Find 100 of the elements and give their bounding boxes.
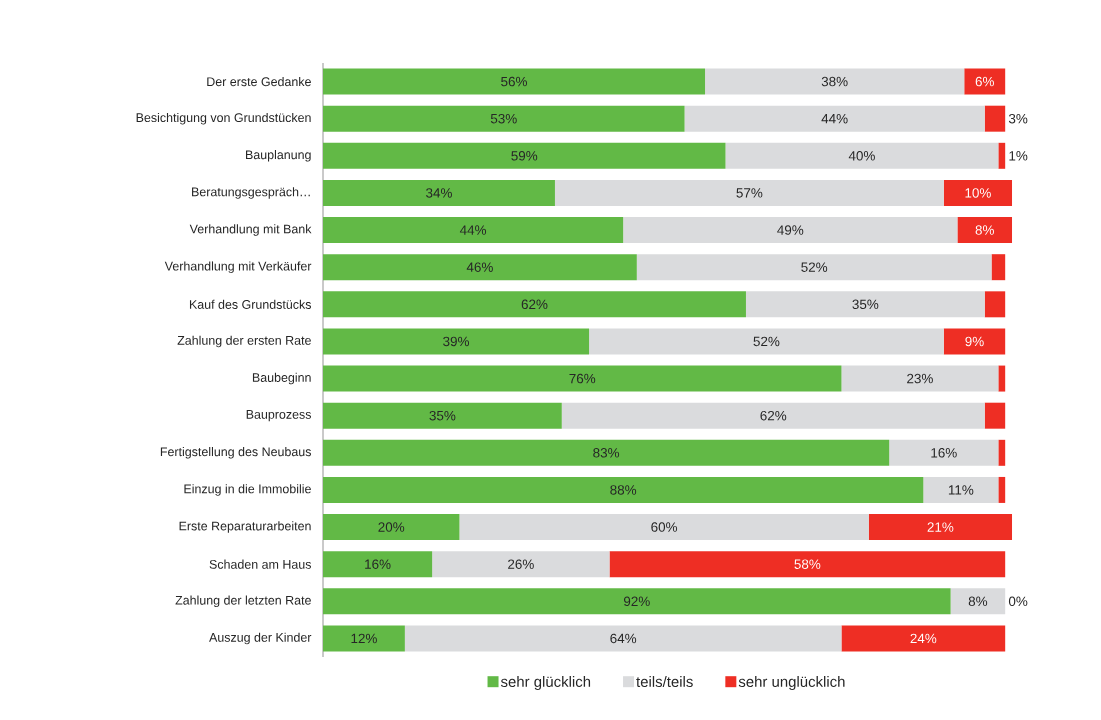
bar <box>984 105 1006 132</box>
bar <box>991 254 1006 281</box>
data-label: 59% <box>511 151 538 161</box>
y-tick-label: Baubeginn <box>252 372 311 385</box>
data-label: 11% <box>948 485 974 495</box>
data-label: 88% <box>610 485 637 495</box>
data-label: 23% <box>907 373 933 384</box>
data-label: 52% <box>753 336 780 347</box>
bar <box>323 68 706 95</box>
data-label: 12% <box>351 633 377 644</box>
bar <box>705 68 965 95</box>
bar <box>554 179 944 206</box>
data-label: 58% <box>794 559 821 569</box>
y-tick-label: Einzug in die Immobilie <box>184 484 311 496</box>
data-label: 1% <box>1009 151 1028 161</box>
data-label: 35% <box>429 410 456 421</box>
y-tick-label: Auszug der Kinder <box>209 632 312 645</box>
data-label: 56% <box>501 76 527 87</box>
data-label: 44% <box>821 113 848 124</box>
data-label: 39% <box>443 336 470 347</box>
data-label: 34% <box>426 188 452 198</box>
legend-label: sehr glücklich <box>500 676 591 690</box>
bar <box>957 217 1013 244</box>
y-tick-label: Erste Reparaturarbeiten <box>179 521 311 533</box>
data-label: 16% <box>931 448 957 458</box>
bar <box>323 476 924 503</box>
bar <box>868 514 1013 541</box>
bar <box>950 588 1006 615</box>
y-tick-label: Verhandlung mit Bank <box>189 224 312 236</box>
bar <box>323 217 624 244</box>
y-tick-label: Verhandlung mit Verkäufer <box>164 261 312 273</box>
y-tick-label: Kauf des Grundstücks <box>189 299 312 309</box>
bar <box>889 439 999 466</box>
bar <box>323 439 890 466</box>
data-label: 9% <box>965 336 984 347</box>
bar <box>998 439 1006 466</box>
legend-label: teils/teils <box>636 676 693 687</box>
bar <box>923 476 999 503</box>
y-tick-label: Schaden am Haus <box>209 559 312 569</box>
bar <box>323 142 726 169</box>
data-label: 26% <box>508 559 534 569</box>
data-label: 10% <box>965 188 991 198</box>
legend-label: sehr unglücklich <box>738 676 845 690</box>
data-label: 92% <box>623 596 650 607</box>
data-label: 64% <box>610 633 637 644</box>
bar <box>404 625 842 652</box>
data-label: 8% <box>968 596 988 607</box>
bar <box>589 328 944 355</box>
bar <box>984 291 1006 318</box>
bar <box>323 179 555 206</box>
data-label: 35% <box>852 299 879 310</box>
data-label: 60% <box>651 522 678 532</box>
bar <box>984 402 1006 429</box>
data-label: 57% <box>736 188 763 198</box>
data-label: 40% <box>848 151 875 161</box>
y-tick-label: Der erste Gedanke <box>207 76 311 87</box>
bar <box>684 105 985 132</box>
bar <box>561 402 985 429</box>
bar <box>636 254 992 281</box>
bar <box>323 291 746 318</box>
data-label: 21% <box>927 522 954 532</box>
data-label: 8% <box>975 225 994 235</box>
data-label: 46% <box>466 262 493 272</box>
y-tick-label: Bauplanung <box>246 150 311 162</box>
data-label: 38% <box>821 76 848 87</box>
data-label: 62% <box>760 410 787 421</box>
bar <box>432 551 610 578</box>
data-label: 49% <box>777 225 804 235</box>
y-tick-label: Fertigstellung des Neubaus <box>160 447 311 459</box>
bar <box>964 68 1006 95</box>
data-label: 20% <box>378 522 405 532</box>
bar <box>323 365 842 392</box>
bar <box>841 625 1006 652</box>
bar <box>323 328 590 355</box>
bar <box>998 476 1006 503</box>
data-label: 6% <box>975 76 994 87</box>
bar <box>998 142 1006 169</box>
data-label: 3% <box>1008 113 1028 124</box>
bar <box>998 365 1006 392</box>
data-label: 52% <box>801 262 828 272</box>
bar <box>323 254 637 281</box>
bar <box>459 514 869 541</box>
y-tick-label: Zahlung der ersten Rate <box>177 335 311 348</box>
data-label: 24% <box>910 633 937 644</box>
bar <box>623 217 958 244</box>
data-label: 44% <box>459 225 487 235</box>
y-tick-label: Zahlung der letzten Rate <box>175 595 311 608</box>
y-tick-label: Bauprozess <box>246 410 312 422</box>
data-label: 62% <box>521 299 548 310</box>
y-tick-label: Besichtigung von Grundstücken <box>136 112 311 125</box>
bar <box>943 179 1013 206</box>
bar <box>323 551 433 578</box>
bar <box>323 588 951 615</box>
data-label: 16% <box>365 559 391 569</box>
bar <box>943 328 1006 355</box>
data-label: 83% <box>593 448 620 458</box>
bar <box>725 142 999 169</box>
bar <box>323 105 685 132</box>
bar <box>323 402 562 429</box>
bar <box>323 514 460 541</box>
